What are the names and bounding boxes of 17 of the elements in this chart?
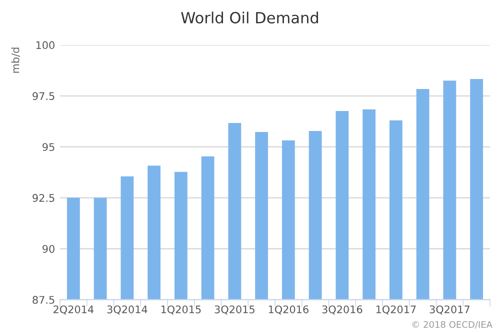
y-tick-label: 97.5 <box>32 92 54 100</box>
text: © 2018 OECD/IEA <box>412 321 492 329</box>
y-tick-label: 100 <box>36 41 54 50</box>
y-tick-label: 95 <box>42 143 54 151</box>
x-tick-label: 2Q2014 <box>54 305 94 315</box>
x-tick-label: 1Q2015 <box>161 305 201 315</box>
x-tick-label: 1Q2017 <box>376 305 416 315</box>
y-tick-label: 90 <box>42 244 54 253</box>
chart-title: World Oil Demand <box>181 12 318 24</box>
x-tick-label: 1Q2016 <box>268 305 308 315</box>
y-axis-title: mb/d <box>11 48 20 73</box>
x-tick-label: 3Q2015 <box>214 305 254 315</box>
y-tick-label: 87.5 <box>32 296 54 304</box>
y-tick-label: 92.5 <box>32 194 54 202</box>
x-tick-label: 3Q2014 <box>107 305 148 315</box>
x-tick-label: 3Q2017 <box>430 305 470 315</box>
x-tick-label: 3Q2016 <box>322 305 362 315</box>
